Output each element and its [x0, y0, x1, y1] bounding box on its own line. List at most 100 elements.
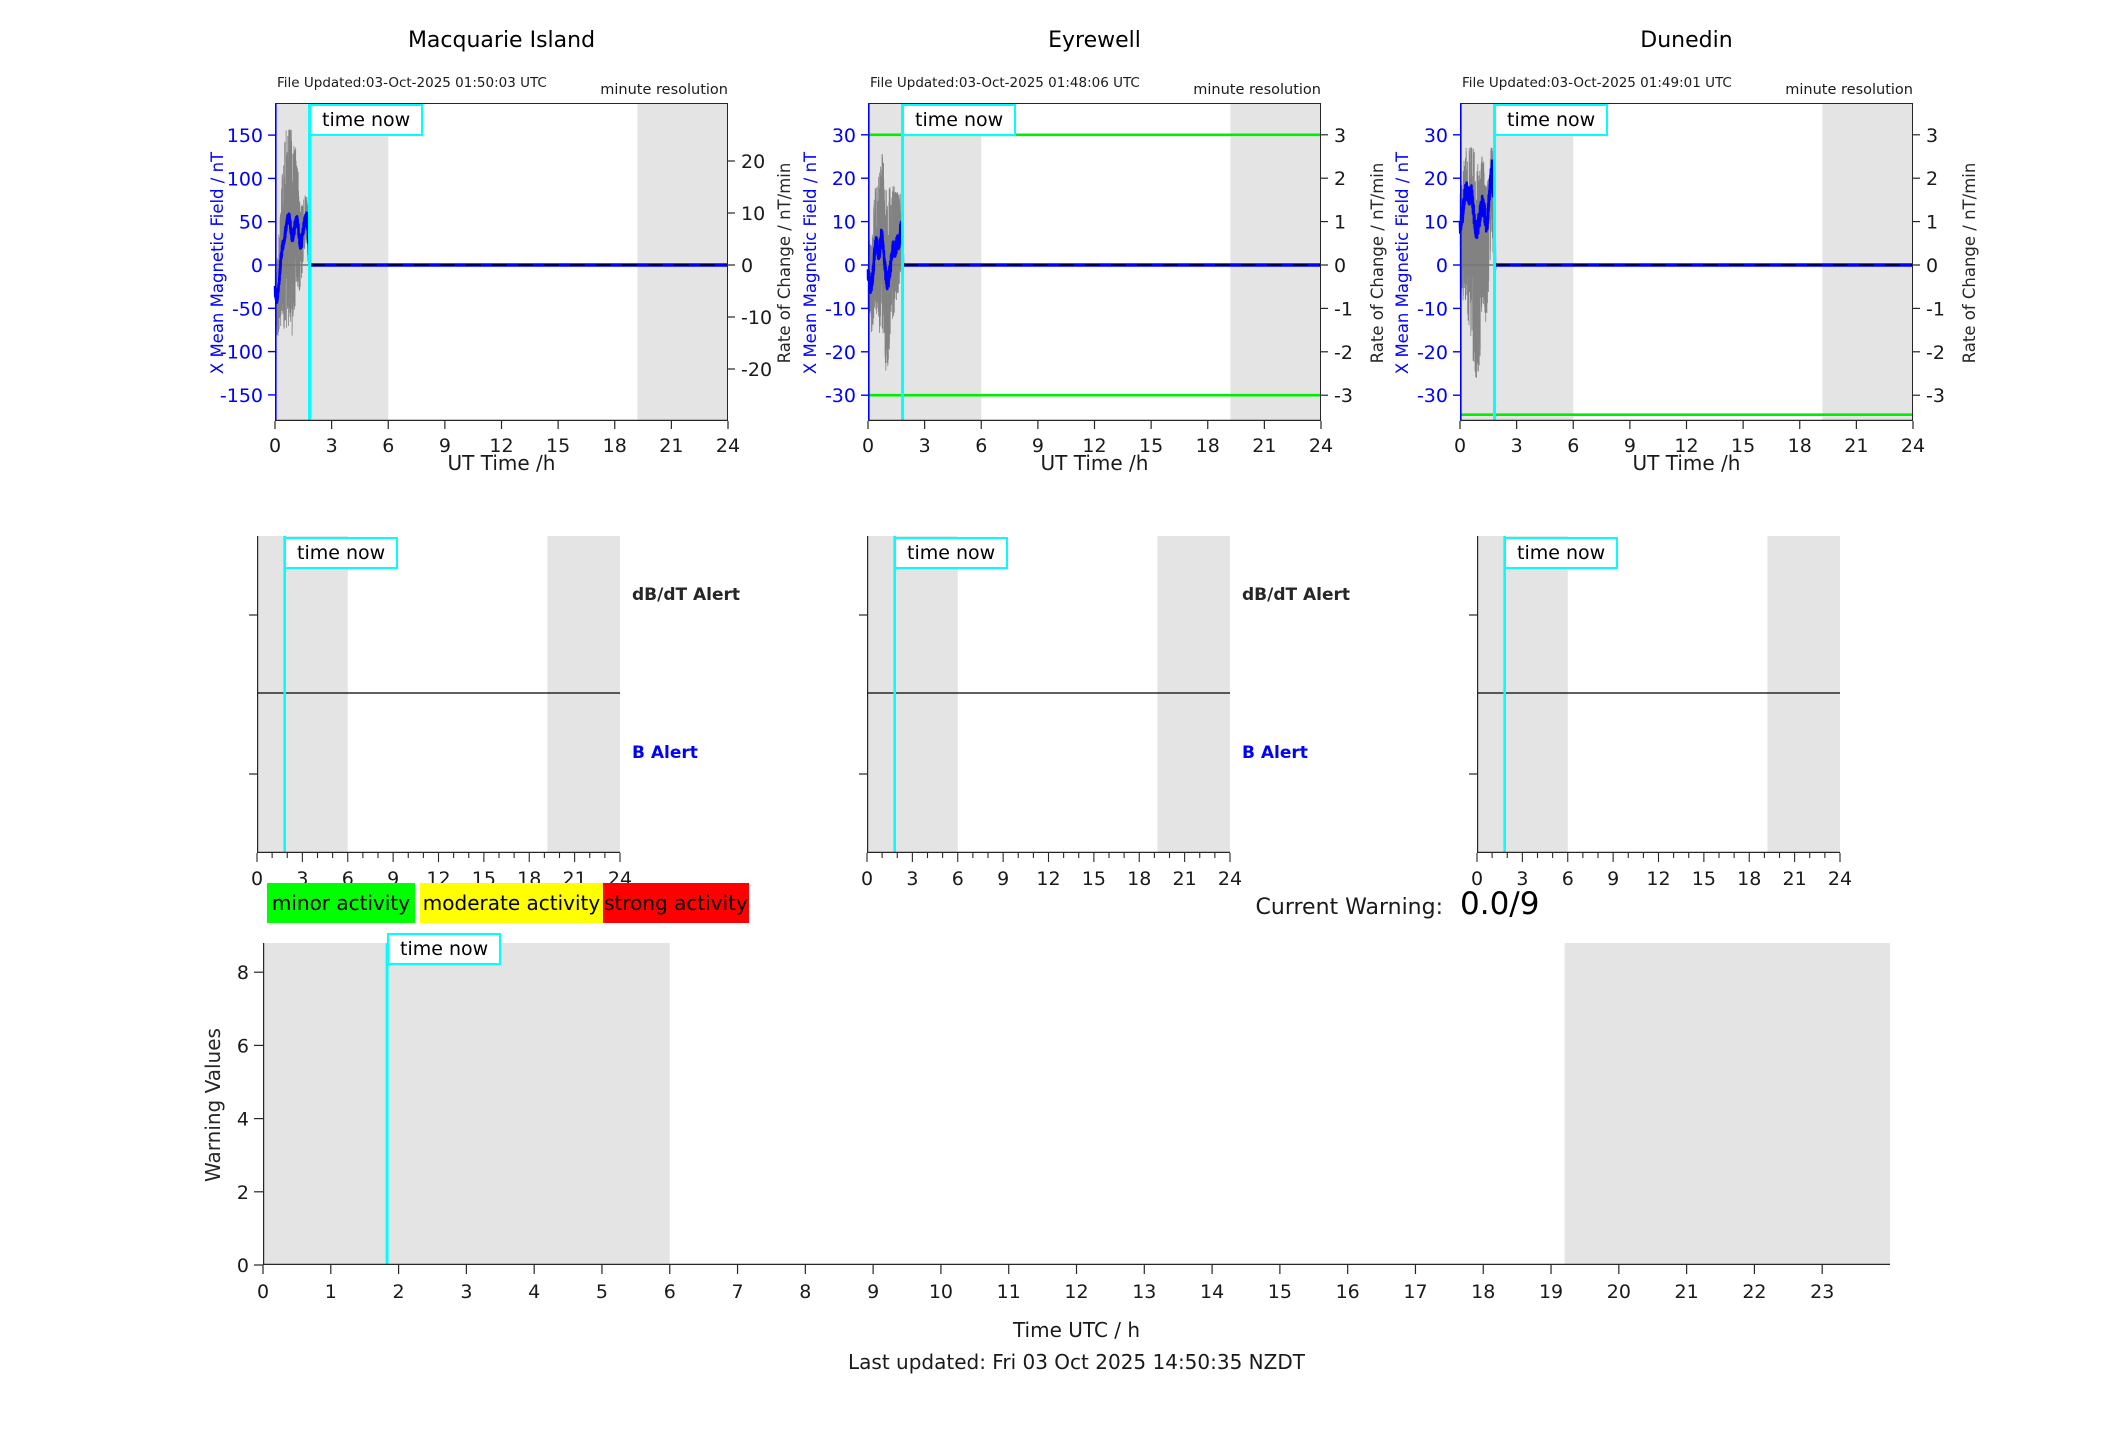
- x-tick-label: 8: [799, 1281, 811, 1303]
- x-tick-label: 14: [1200, 1281, 1224, 1303]
- x-tick-label: 9: [867, 1281, 879, 1303]
- alert-plot-canvas: 0 3 6 9 12 15 18 21 24: [1469, 536, 1852, 890]
- x-tick-label: 3: [1511, 435, 1523, 457]
- chart-macquarie-island: 0 3 6 9 12 15 18 21 24 150 100 50 0 -50 -100 -150 20 10 0-…: [208, 28, 794, 475]
- x-tick-label: 21: [1252, 435, 1276, 457]
- x-tick-label: 19: [1539, 1281, 1563, 1303]
- b-alert-label: B Alert: [1242, 743, 1308, 763]
- x-tick-label: 6: [1567, 435, 1579, 457]
- x-tick-label: 1: [325, 1281, 337, 1303]
- right-y-tick-label: -10: [741, 307, 772, 329]
- left-y-tick-label: 0: [251, 255, 263, 277]
- x-tick-label: 18: [603, 435, 627, 457]
- x-tick-label: 3: [460, 1281, 472, 1303]
- left-y-tick-label: -50: [232, 298, 263, 320]
- left-y-tick-label: 10: [1424, 212, 1448, 234]
- left-y-tick-label: -20: [1417, 342, 1448, 364]
- x-tick-label: 18: [1788, 435, 1812, 457]
- left-y-tick-label: 0: [1436, 255, 1448, 277]
- right-y-tick-label: 20: [741, 151, 765, 173]
- x-tick-label: 6: [664, 1281, 676, 1303]
- right-y-tick-label: -2: [1926, 342, 1945, 364]
- x-tick-label: 6: [1562, 868, 1574, 890]
- dbdt-alert-label: dB/dT Alert: [1242, 585, 1351, 605]
- x-tick-label: 18: [1127, 868, 1151, 890]
- x-tick-label: 7: [731, 1281, 743, 1303]
- alert-panel-macquarie: 0 3 6 9 12 15 18 21 24 time now dB/dT Alert B Al…: [249, 536, 740, 890]
- x-tick-label: 0: [1454, 435, 1466, 457]
- x-tick-label: 18: [1196, 435, 1220, 457]
- right-y-tick-label: -3: [1334, 385, 1353, 407]
- x-tick-label: 9: [439, 435, 451, 457]
- left-y-tick-label: 0: [844, 255, 856, 277]
- warning-values-chart: 0 2 4 6 8 0 1 2 3 4 5 6 7 8 9 10 11 12 13 14 15 16 17 18 19 20 21 2…: [201, 933, 1890, 1303]
- dbdt-alert-label: dB/dT Alert: [632, 585, 741, 605]
- left-y-tick-label: 10: [832, 212, 856, 234]
- x-tick-label: 12: [1082, 435, 1106, 457]
- left-y-tick-label: -100: [220, 342, 263, 364]
- right-y-tick-label: -3: [1926, 385, 1945, 407]
- left-axis-label: X Mean Magnetic Field / nT: [1393, 151, 1412, 375]
- x-tick-label: 24: [716, 435, 740, 457]
- x-tick-label: 15: [1731, 435, 1755, 457]
- x-tick-label: 13: [1132, 1281, 1156, 1303]
- x-tick-label: 11: [997, 1281, 1021, 1303]
- x-tick-label: 15: [1139, 435, 1163, 457]
- x-tick-label: 12: [1064, 1281, 1088, 1303]
- file-updated-timestamp: File Updated:03-Oct-2025 01:50:03 UTC: [277, 75, 547, 91]
- x-tick-label: 12: [1036, 868, 1060, 890]
- x-tick-label: 15: [1268, 1281, 1292, 1303]
- time-now-flag: time now: [894, 537, 1009, 569]
- y-tick-label: 6: [237, 1035, 249, 1057]
- time-now-flag: time now: [284, 537, 399, 569]
- left-y-tick-label: -30: [1417, 385, 1448, 407]
- x-tick-label: 6: [975, 435, 987, 457]
- file-updated-timestamp: File Updated:03-Oct-2025 01:49:01 UTC: [1462, 75, 1732, 91]
- x-tick-label: 4: [528, 1281, 540, 1303]
- x-tick-label: 15: [1692, 868, 1716, 890]
- current-warning-label: Current Warning:: [1255, 895, 1443, 920]
- left-y-tick-label: -20: [825, 342, 856, 364]
- x-tick-label: 9: [1624, 435, 1636, 457]
- time-now-flag: time now: [387, 933, 502, 965]
- right-y-tick-label: 1: [1334, 212, 1346, 234]
- time-now-flag: time now: [1504, 537, 1619, 569]
- left-y-tick-label: 50: [239, 212, 263, 234]
- x-tick-label: 16: [1336, 1281, 1360, 1303]
- left-y-tick-label: 30: [832, 125, 856, 147]
- x-tick-label: 21: [1173, 868, 1197, 890]
- left-y-tick-label: 100: [227, 168, 263, 190]
- x-tick-label: 6: [382, 435, 394, 457]
- x-tick-label: 12: [1646, 868, 1670, 890]
- x-tick-label: 0: [257, 1281, 269, 1303]
- x-tick-label: 12: [489, 435, 513, 457]
- right-y-tick-label: 3: [1334, 125, 1346, 147]
- legend-minor-activity: minor activity: [267, 883, 415, 923]
- page-title: Dunedin: [1640, 28, 1733, 53]
- time-now-flag: time now: [1494, 104, 1609, 136]
- x-tick-label: 9: [1607, 868, 1619, 890]
- right-y-tick-label: -2: [1334, 342, 1353, 364]
- left-y-tick-label: -30: [825, 385, 856, 407]
- x-tick-label: 9: [1032, 435, 1044, 457]
- left-y-tick-label: -10: [825, 298, 856, 320]
- x-axis-label: UT Time /h: [1040, 451, 1149, 475]
- right-axis-label: Rate of Change / nT/min: [775, 162, 794, 364]
- legend-moderate-activity: moderate activity: [420, 883, 603, 923]
- x-tick-label: 12: [1674, 435, 1698, 457]
- x-tick-label: 21: [1783, 868, 1807, 890]
- chart-dunedin: 0 3 6 9 12 15 18 21 24 30 20 10 0 -10 -20 -30 3 2 1 0 -1 -2 -3…: [1393, 28, 1979, 475]
- macquarie-plot-canvas: 0 3 6 9 12 15 18 21 24150100500-50-100-15020100-…: [220, 103, 772, 457]
- x-tick-label: 2: [393, 1281, 405, 1303]
- right-y-tick-label: 0: [1334, 255, 1346, 277]
- x-axis-label: UT Time /h: [1632, 451, 1741, 475]
- right-y-tick-label: 1: [1926, 212, 1938, 234]
- x-tick-label: 0: [1471, 868, 1483, 890]
- left-y-tick-label: -150: [220, 385, 263, 407]
- x-tick-label: 9: [997, 868, 1009, 890]
- page-title: Macquarie Island: [407, 28, 596, 53]
- x-tick-label: 24: [1218, 868, 1242, 890]
- page-title: Eyrewell: [1048, 28, 1141, 53]
